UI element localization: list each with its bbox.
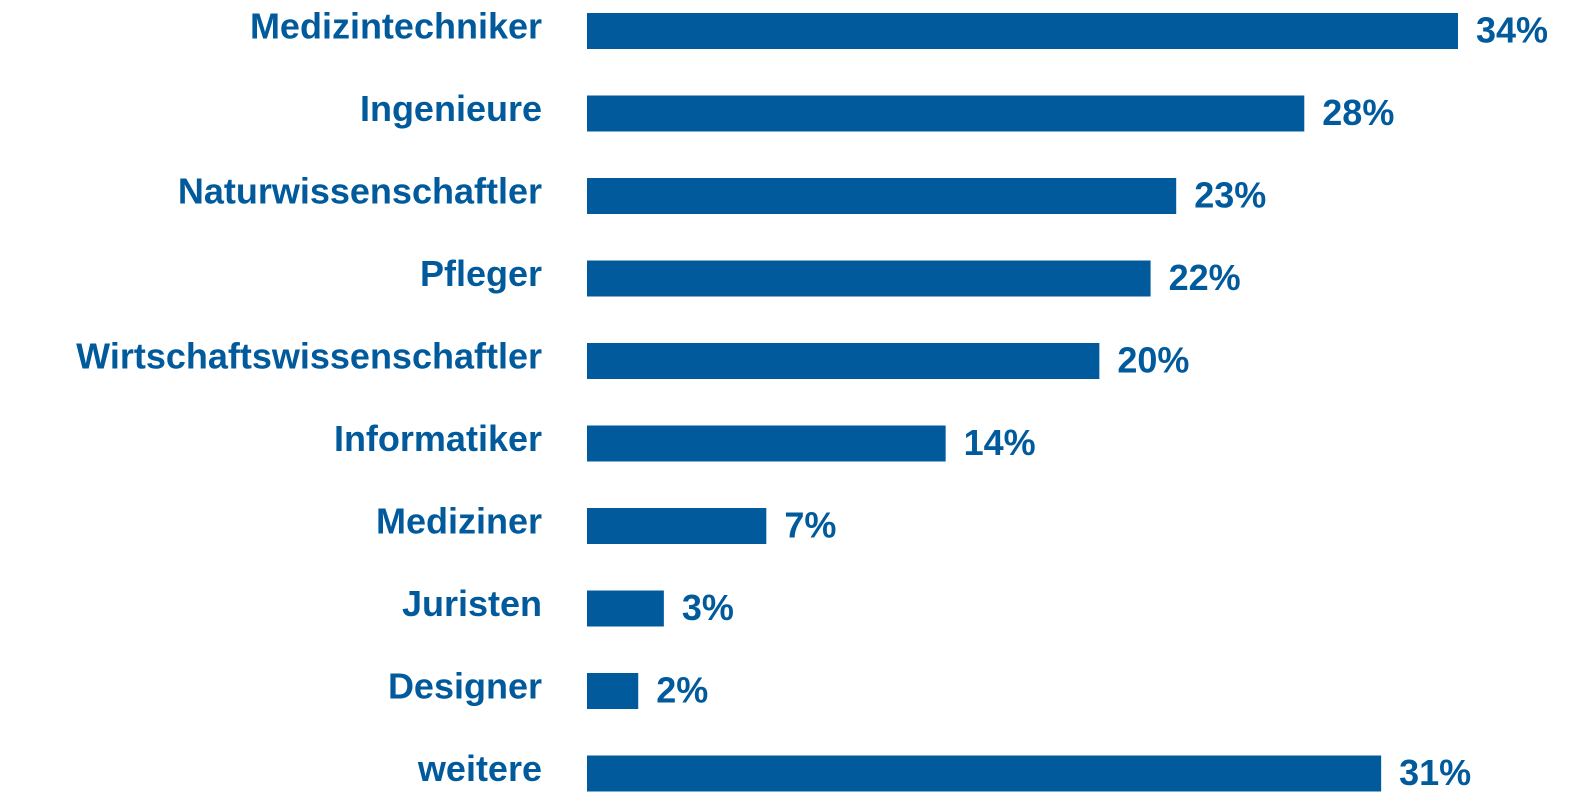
- value-label: 7%: [784, 505, 836, 546]
- category-label: Ingenieure: [360, 88, 542, 129]
- bar: [587, 13, 1458, 49]
- value-label: 2%: [656, 670, 708, 711]
- category-label: Medizintechniker: [250, 6, 542, 47]
- value-label: 22%: [1169, 257, 1241, 298]
- category-label: Naturwissenschaftler: [178, 171, 542, 212]
- category-label: Mediziner: [376, 501, 542, 542]
- bar: [587, 178, 1177, 214]
- bar: [587, 508, 767, 544]
- bar: [587, 425, 946, 462]
- category-label: Juristen: [402, 583, 542, 624]
- value-label: 3%: [682, 587, 734, 628]
- category-label: Designer: [388, 666, 542, 707]
- value-label: 31%: [1399, 752, 1471, 793]
- value-label: 20%: [1117, 340, 1189, 381]
- bar: [587, 673, 639, 709]
- bar: [587, 590, 664, 627]
- value-label: 34%: [1476, 10, 1548, 51]
- category-label: Wirtschaftswissenschaftler: [76, 336, 542, 377]
- category-label: weitere: [417, 748, 542, 789]
- category-label: Pfleger: [420, 253, 542, 294]
- bar: [587, 260, 1151, 297]
- category-label: Informatiker: [334, 418, 542, 459]
- value-label: 14%: [964, 422, 1036, 463]
- bar: [587, 755, 1382, 792]
- value-label: 23%: [1194, 175, 1266, 216]
- bar: [587, 343, 1100, 379]
- bar: [587, 95, 1305, 132]
- value-label: 28%: [1322, 92, 1394, 133]
